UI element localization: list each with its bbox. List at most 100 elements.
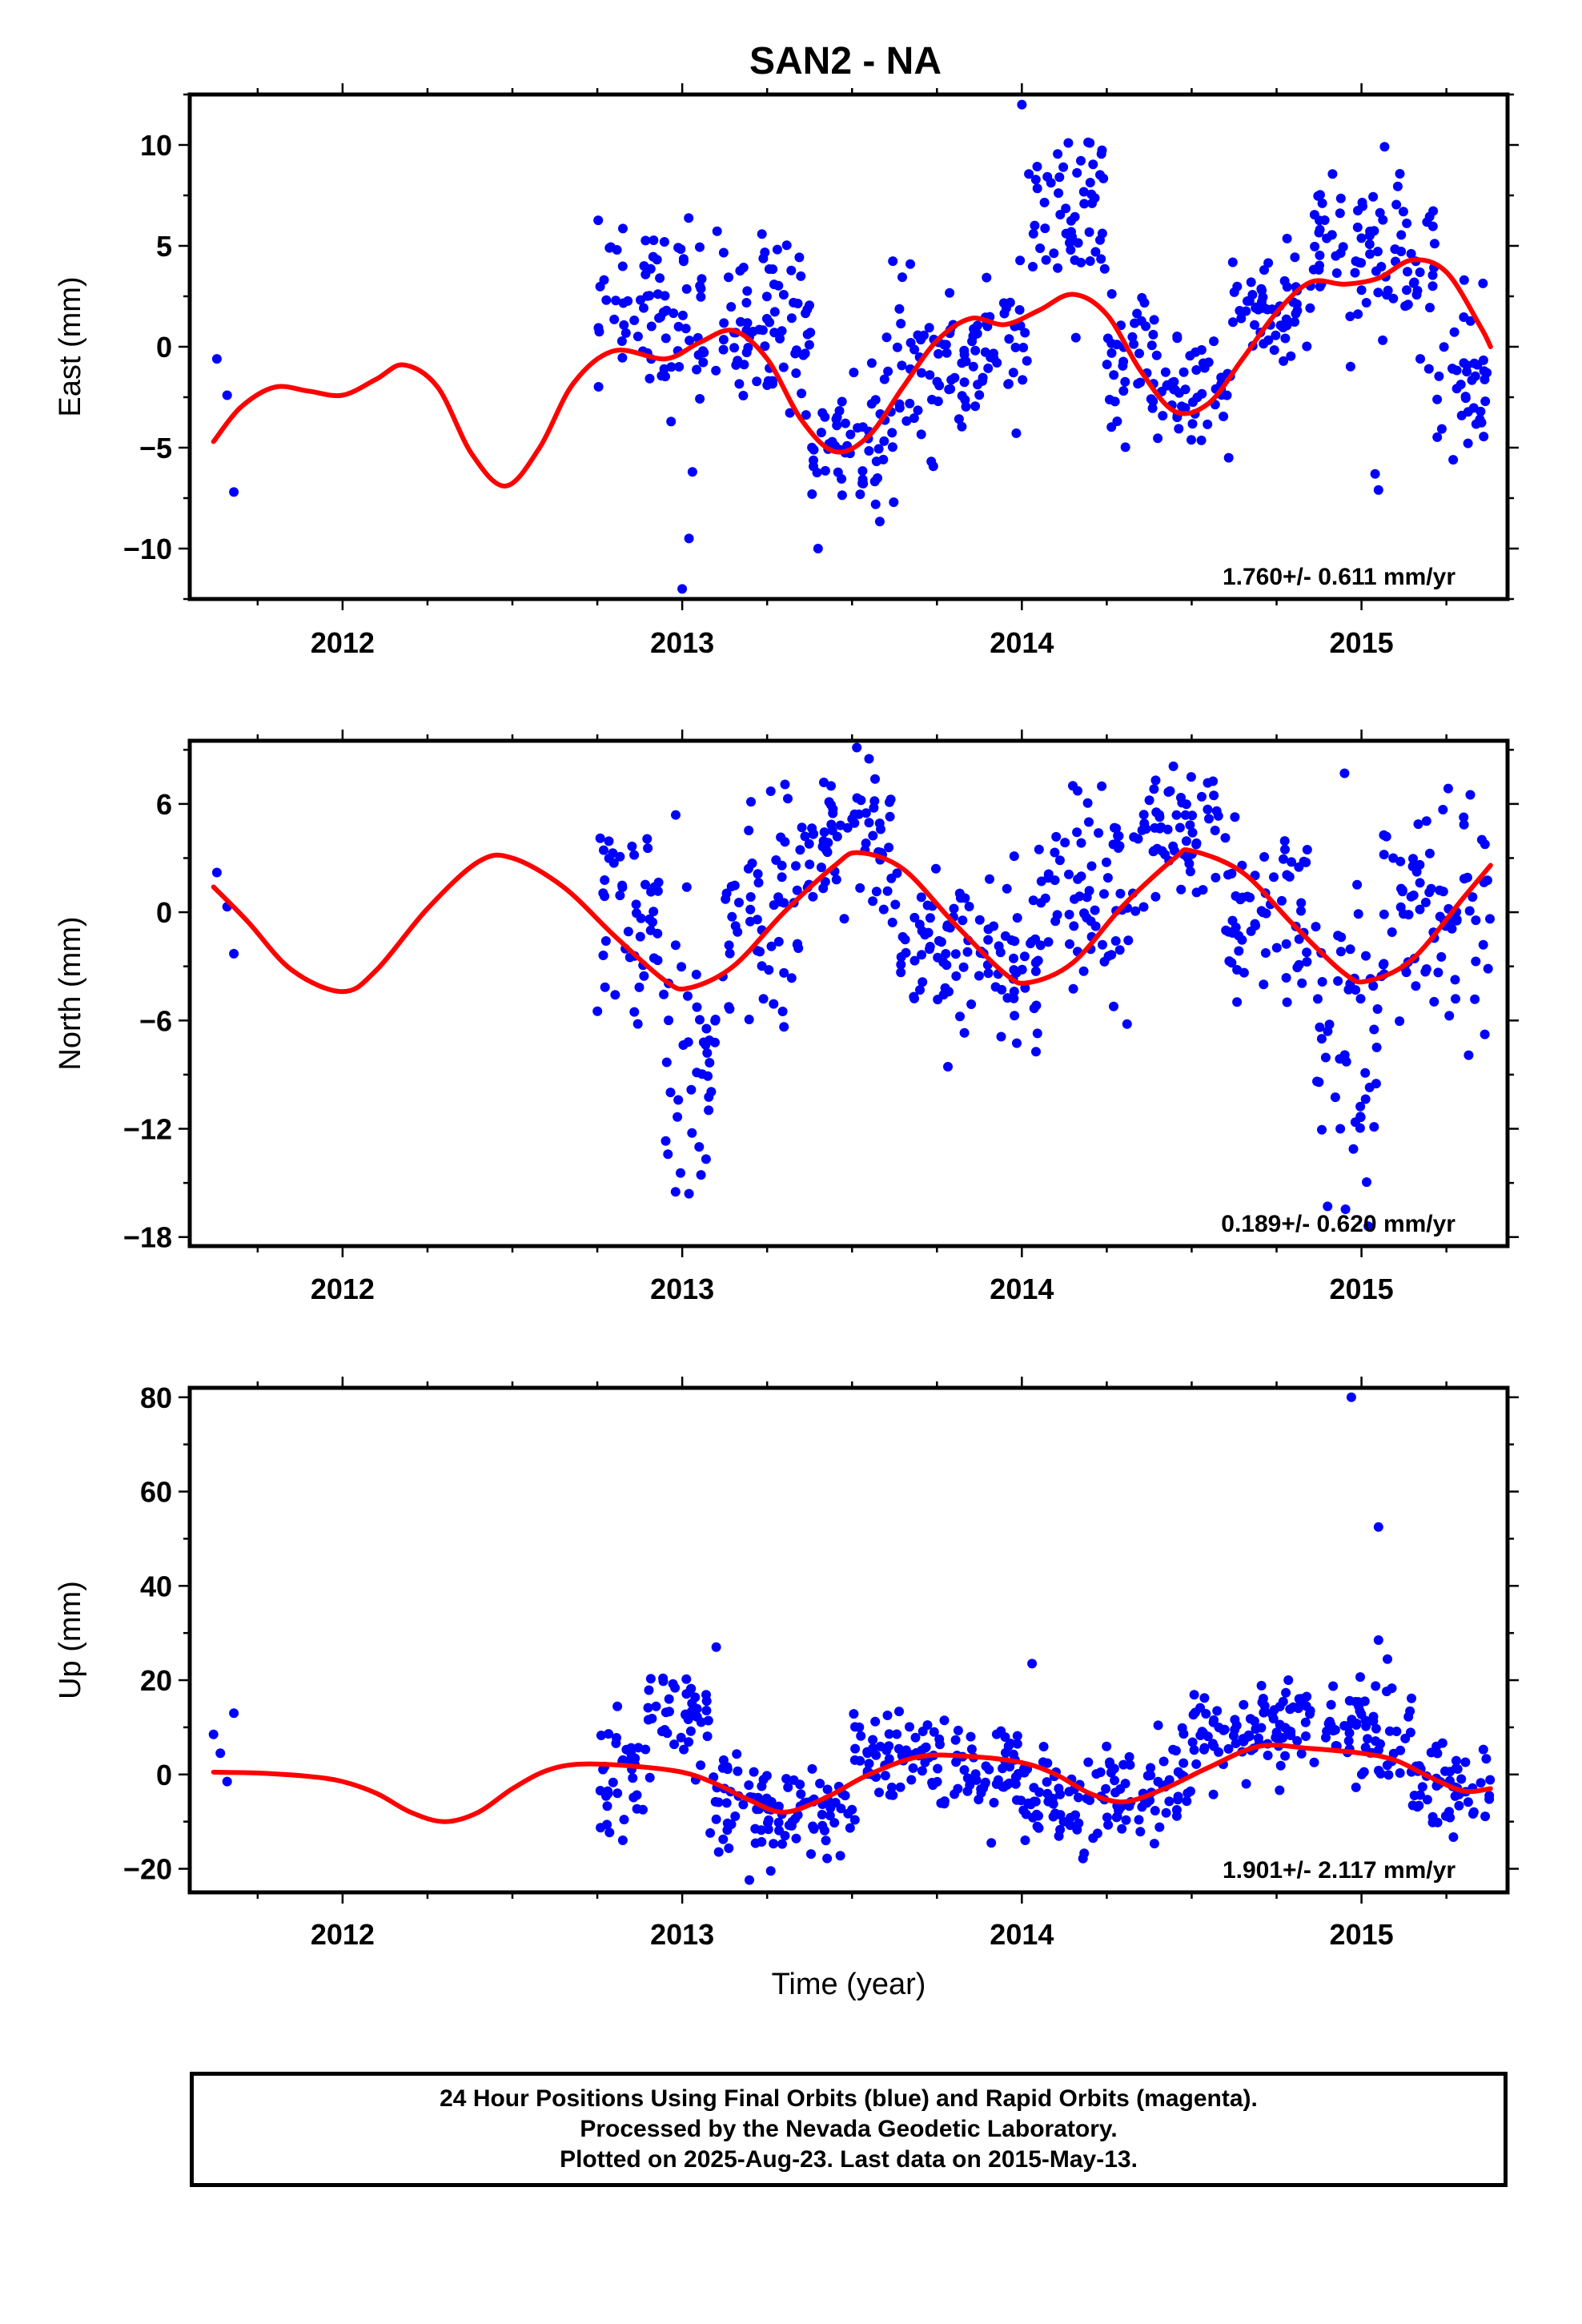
- east-data-point: [1246, 277, 1256, 287]
- north-data-point: [1464, 1050, 1474, 1060]
- north-data-point: [791, 861, 801, 871]
- up-data-point: [1359, 1767, 1369, 1777]
- up-data-point: [1387, 1683, 1397, 1694]
- east-y-tick-label: 10: [140, 129, 172, 162]
- north-data-point: [745, 892, 756, 902]
- north-data-point: [855, 883, 865, 893]
- east-data-point: [1078, 187, 1089, 197]
- north-data-point: [1052, 910, 1062, 920]
- north-data-point: [1433, 967, 1443, 978]
- east-data-point: [1412, 285, 1423, 296]
- east-data-point: [1322, 233, 1332, 243]
- north-data-point: [1348, 1144, 1359, 1154]
- north-data-point: [1362, 1177, 1371, 1188]
- east-data-point: [685, 336, 695, 346]
- north-data-point: [1480, 1029, 1490, 1039]
- east-data-point: [711, 365, 721, 376]
- up-data-point: [1400, 1733, 1411, 1743]
- up-data-point: [1388, 1748, 1399, 1759]
- east-data-point: [1174, 424, 1184, 434]
- up-data-point: [822, 1853, 833, 1864]
- up-data-point: [645, 1674, 656, 1684]
- east-data-point: [1480, 396, 1491, 407]
- north-data-point: [1355, 1112, 1366, 1123]
- north-data-point: [623, 927, 633, 937]
- east-data-point: [1110, 396, 1120, 407]
- north-data-point: [779, 967, 789, 978]
- east-data-point: [834, 406, 845, 416]
- east-data-point: [785, 408, 795, 418]
- up-x-tick-label: 2015: [1330, 1918, 1394, 1951]
- east-data-point: [757, 229, 767, 239]
- north-data-point: [670, 1187, 681, 1197]
- north-data-point: [764, 965, 774, 975]
- east-data-point: [646, 321, 656, 332]
- east-data-point: [1054, 188, 1064, 199]
- up-data-point: [640, 1744, 651, 1755]
- east-data-point: [1263, 335, 1274, 345]
- east-data-point: [735, 266, 745, 276]
- east-data-point: [617, 261, 628, 271]
- up-data-point: [1448, 1832, 1459, 1842]
- east-data-point: [1425, 303, 1435, 313]
- east-data-point: [661, 305, 672, 316]
- up-data-point: [1161, 1807, 1171, 1818]
- east-data-point: [973, 320, 982, 331]
- north-data-point: [1280, 844, 1290, 854]
- east-data-point: [849, 368, 859, 378]
- north-data-point: [677, 962, 687, 972]
- east-data-point: [1432, 432, 1443, 442]
- up-data-point: [696, 1717, 706, 1727]
- east-data-point: [632, 332, 643, 342]
- east-data-point: [1383, 285, 1393, 296]
- up-data-point: [603, 1788, 613, 1799]
- north-velocity-label: 0.189+/- 0.620 mm/yr: [1221, 1211, 1456, 1237]
- east-data-point: [593, 382, 604, 392]
- east-data-point: [968, 331, 978, 341]
- east-data-point: [764, 264, 774, 274]
- up-data-point: [905, 1722, 914, 1732]
- up-data-point: [864, 1759, 874, 1769]
- north-data-point: [1154, 810, 1165, 820]
- east-data-point: [924, 323, 934, 333]
- up-data-point: [1012, 1739, 1022, 1749]
- north-data-point: [1009, 953, 1018, 963]
- east-data-point: [1364, 239, 1375, 249]
- north-x-tick-label: 2015: [1330, 1273, 1394, 1305]
- north-data-point: [1415, 859, 1425, 870]
- east-data-point: [1376, 262, 1387, 271]
- east-data-point: [754, 324, 765, 335]
- up-x-tick-label: 2013: [650, 1918, 714, 1951]
- up-data-point: [1150, 1806, 1160, 1815]
- north-data-point: [1076, 871, 1086, 882]
- east-data-point: [211, 354, 222, 364]
- east-data-point: [1127, 332, 1138, 342]
- east-data-point: [644, 373, 655, 384]
- east-data-point: [1147, 403, 1158, 413]
- north-data-point: [989, 921, 999, 931]
- east-data-point: [1041, 255, 1051, 265]
- north-data-point: [944, 987, 954, 997]
- east-data-point: [1279, 356, 1289, 366]
- north-data-point: [1335, 1124, 1346, 1134]
- north-data-point: [1078, 966, 1089, 976]
- north-data-point: [1420, 897, 1431, 907]
- up-data-point: [1249, 1716, 1259, 1727]
- north-data-point: [1150, 775, 1161, 786]
- east-data-point: [878, 454, 889, 464]
- east-data-point: [817, 408, 828, 418]
- north-data-point: [598, 951, 608, 960]
- up-data-point: [222, 1776, 232, 1787]
- up-data-point: [1012, 1731, 1022, 1741]
- up-data-point: [849, 1815, 860, 1825]
- east-data-point: [1378, 335, 1388, 345]
- north-data-point: [610, 990, 620, 1000]
- north-data-point: [653, 877, 664, 887]
- up-data-point: [1191, 1759, 1202, 1769]
- up-data-point: [1309, 1757, 1319, 1767]
- east-data-point: [673, 321, 684, 332]
- east-data-point: [640, 235, 651, 246]
- east-data-point: [874, 517, 885, 527]
- north-data-point: [1315, 1022, 1325, 1032]
- north-data-point: [804, 838, 814, 849]
